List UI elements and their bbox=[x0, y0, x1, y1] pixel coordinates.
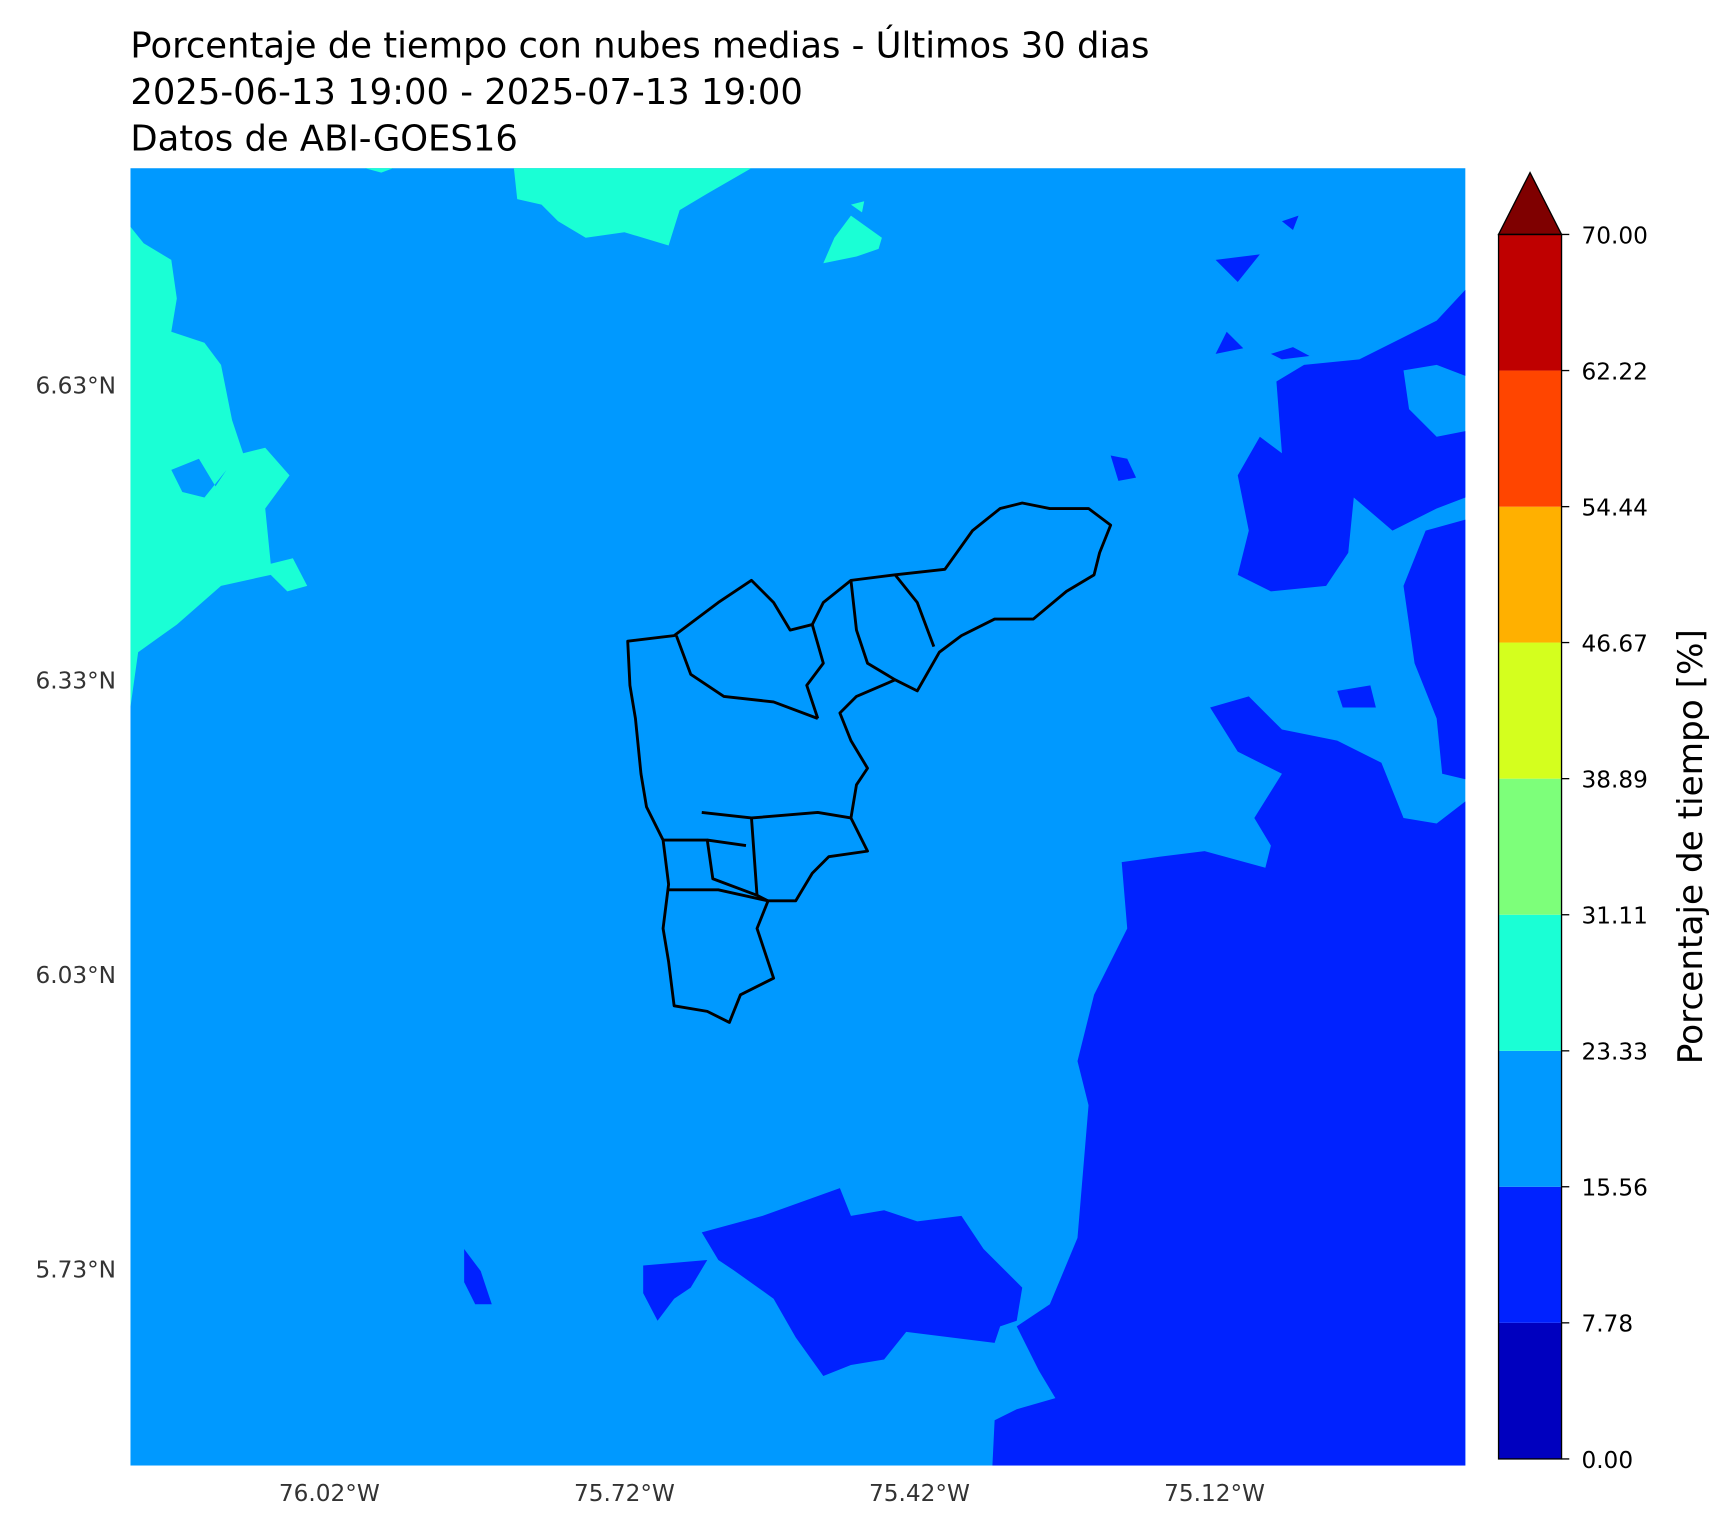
colorbar-segment bbox=[1498, 642, 1562, 779]
lat-tick-label: 6.33°N bbox=[35, 667, 116, 694]
colorbar-segment bbox=[1498, 234, 1562, 371]
colorbar-tick-label: 23.33 bbox=[1581, 1039, 1647, 1066]
lat-tick-label: 5.73°N bbox=[35, 1257, 116, 1284]
colorbar-segment bbox=[1498, 1322, 1562, 1459]
lat-tick-label: 6.63°N bbox=[35, 373, 116, 400]
lon-tick-label: 75.42°W bbox=[869, 1480, 970, 1507]
colorbar-tick-label: 62.22 bbox=[1581, 358, 1647, 385]
lon-tick-label: 76.02°W bbox=[279, 1480, 380, 1507]
colorbar-tick-label: 15.56 bbox=[1581, 1175, 1647, 1202]
lat-tick-label: 6.03°N bbox=[35, 962, 116, 989]
colorbar-tick-label: 0.00 bbox=[1581, 1447, 1633, 1474]
lon-tick-label: 75.12°W bbox=[1164, 1480, 1265, 1507]
title-line: Porcentaje de tiempo con nubes medias - … bbox=[130, 25, 1149, 67]
colorbar-tick-label: 7.78 bbox=[1581, 1311, 1633, 1338]
colorbar-segment bbox=[1498, 914, 1562, 1051]
map-panel bbox=[130, 168, 1466, 1466]
colorbar-segment bbox=[1498, 1186, 1562, 1323]
cyan-areas bbox=[130, 168, 882, 708]
colorbar-label: Porcentaje de tiempo [%] bbox=[1671, 629, 1711, 1064]
lon-tick-label: 75.72°W bbox=[574, 1480, 675, 1507]
title-line: 2025-06-13 19:00 - 2025-07-13 19:00 bbox=[130, 72, 803, 113]
title-line: Datos de ABI-GOES16 bbox=[130, 118, 517, 159]
colorbar-frame bbox=[1497, 233, 1563, 1460]
colorbar-extend bbox=[1497, 171, 1563, 236]
colorbar-segment bbox=[1498, 506, 1562, 643]
axis-ticks: 6.63°N 6.33°N 6.03°N 5.73°N 76.02°W 75.72°W 75… bbox=[35, 373, 1265, 1507]
colorbar-segment bbox=[1498, 370, 1562, 507]
municipality-boundaries bbox=[626, 501, 1113, 1024]
light-blue-hole bbox=[171, 458, 227, 498]
colorbar-segment bbox=[1498, 1050, 1562, 1187]
colorbar-tick-label: 38.89 bbox=[1581, 766, 1647, 793]
colorbar-tick-label: 31.11 bbox=[1581, 903, 1647, 930]
colorbar-tick-label: 46.67 bbox=[1581, 630, 1647, 657]
colorbar-segment bbox=[1498, 778, 1562, 915]
blue-areas bbox=[464, 215, 1466, 1466]
colorbar-tick-label: 70.00 bbox=[1581, 222, 1647, 249]
colorbar-tick-label: 54.44 bbox=[1581, 494, 1647, 521]
colorbar: 0.00 7.78 15.56 23.33 31.11 38.89 46.67 54.44 62… bbox=[1497, 171, 1648, 1474]
